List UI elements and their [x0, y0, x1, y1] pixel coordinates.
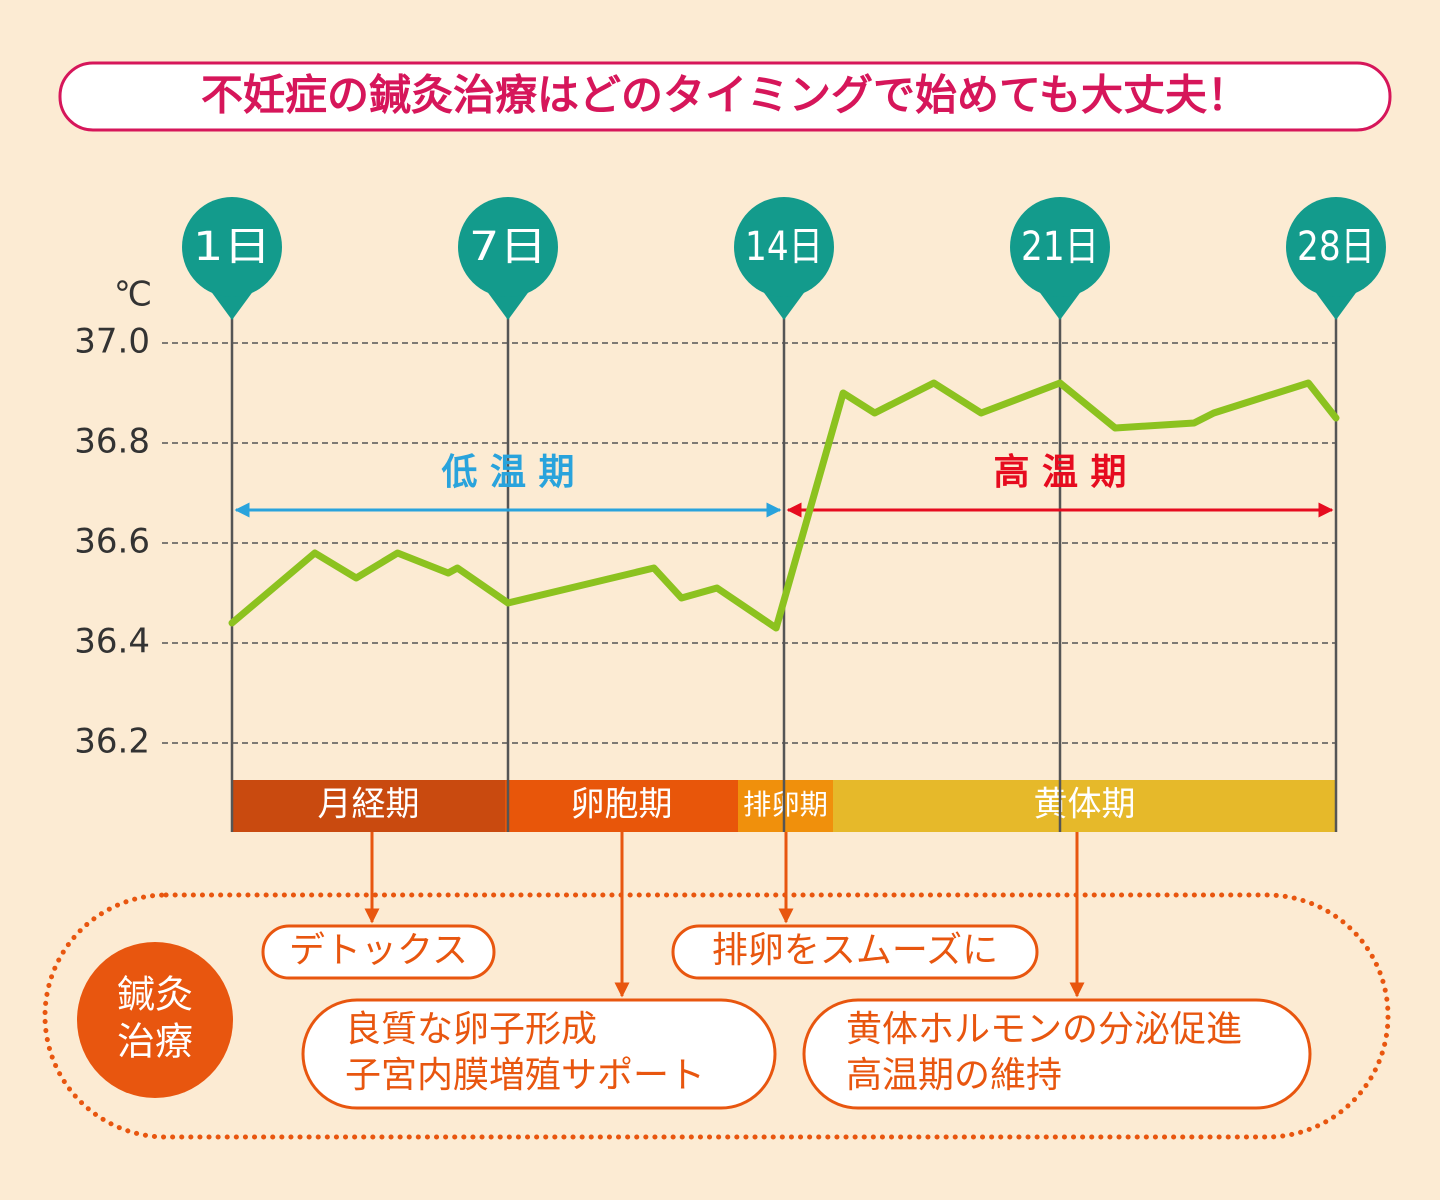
treatment-frame: [42, 892, 1391, 1140]
phase-bar: [232, 780, 505, 832]
day-pin-head: [1286, 197, 1386, 297]
period-label: 低 温 期: [441, 452, 574, 493]
treatment-label: 治療: [117, 1020, 193, 1064]
phase-label: 卵胞期: [571, 785, 673, 825]
title-box: [58, 61, 1392, 132]
phase-bar: [738, 780, 833, 832]
x-tick-label: 7日: [469, 224, 547, 270]
day-pin: [1314, 290, 1358, 320]
day-pin: [1038, 290, 1082, 320]
effect-label: 高温期の維持: [846, 1055, 1062, 1096]
phase-label: 月経期: [318, 785, 420, 825]
phase-label: 排卵期: [743, 788, 828, 821]
effect-box: [301, 998, 777, 1110]
day-pin-head: [182, 197, 282, 297]
y-tick-label: 36.4: [74, 622, 150, 662]
phase-bar: [833, 780, 1336, 832]
x-tick-label: 14日: [745, 224, 823, 270]
chart-title: 不妊症の鍼灸治療はどのタイミングで始めても大丈夫！: [201, 71, 1249, 120]
treatment-label: 鍼灸: [117, 973, 193, 1017]
treatment-badge: [77, 942, 233, 1098]
effect-box: [261, 924, 496, 980]
day-pin: [486, 290, 530, 320]
effect-label: 排卵をスムーズに: [712, 930, 998, 971]
x-tick-label: 28日: [1297, 224, 1375, 270]
effect-label: 黄体ホルモンの分泌促進: [846, 1009, 1242, 1050]
effect-label: 良質な卵子形成: [345, 1009, 597, 1050]
effect-label: 子宮内膜増殖サポート: [345, 1055, 705, 1096]
period-label: 高 温 期: [993, 452, 1126, 493]
day-pin-head: [734, 197, 834, 297]
phase-label: 黄体期: [1034, 785, 1136, 825]
x-tick-label: 21日: [1021, 224, 1099, 270]
day-pin-head: [458, 197, 558, 297]
y-tick-label: 36.8: [74, 422, 150, 462]
x-tick-label: 1日: [193, 224, 271, 270]
effect-box: [802, 998, 1312, 1110]
effect-label: デトックス: [289, 930, 468, 971]
day-pin: [210, 290, 254, 320]
phase-bar: [505, 780, 738, 832]
y-tick-label: 36.6: [74, 522, 150, 562]
y-unit: ℃: [114, 275, 152, 315]
y-tick-label: 37.0: [74, 322, 150, 362]
temperature-line: [228, 379, 1340, 632]
effect-box: [671, 924, 1039, 980]
y-tick-label: 36.2: [74, 722, 150, 762]
day-pin: [762, 290, 806, 320]
day-pin-head: [1010, 197, 1110, 297]
